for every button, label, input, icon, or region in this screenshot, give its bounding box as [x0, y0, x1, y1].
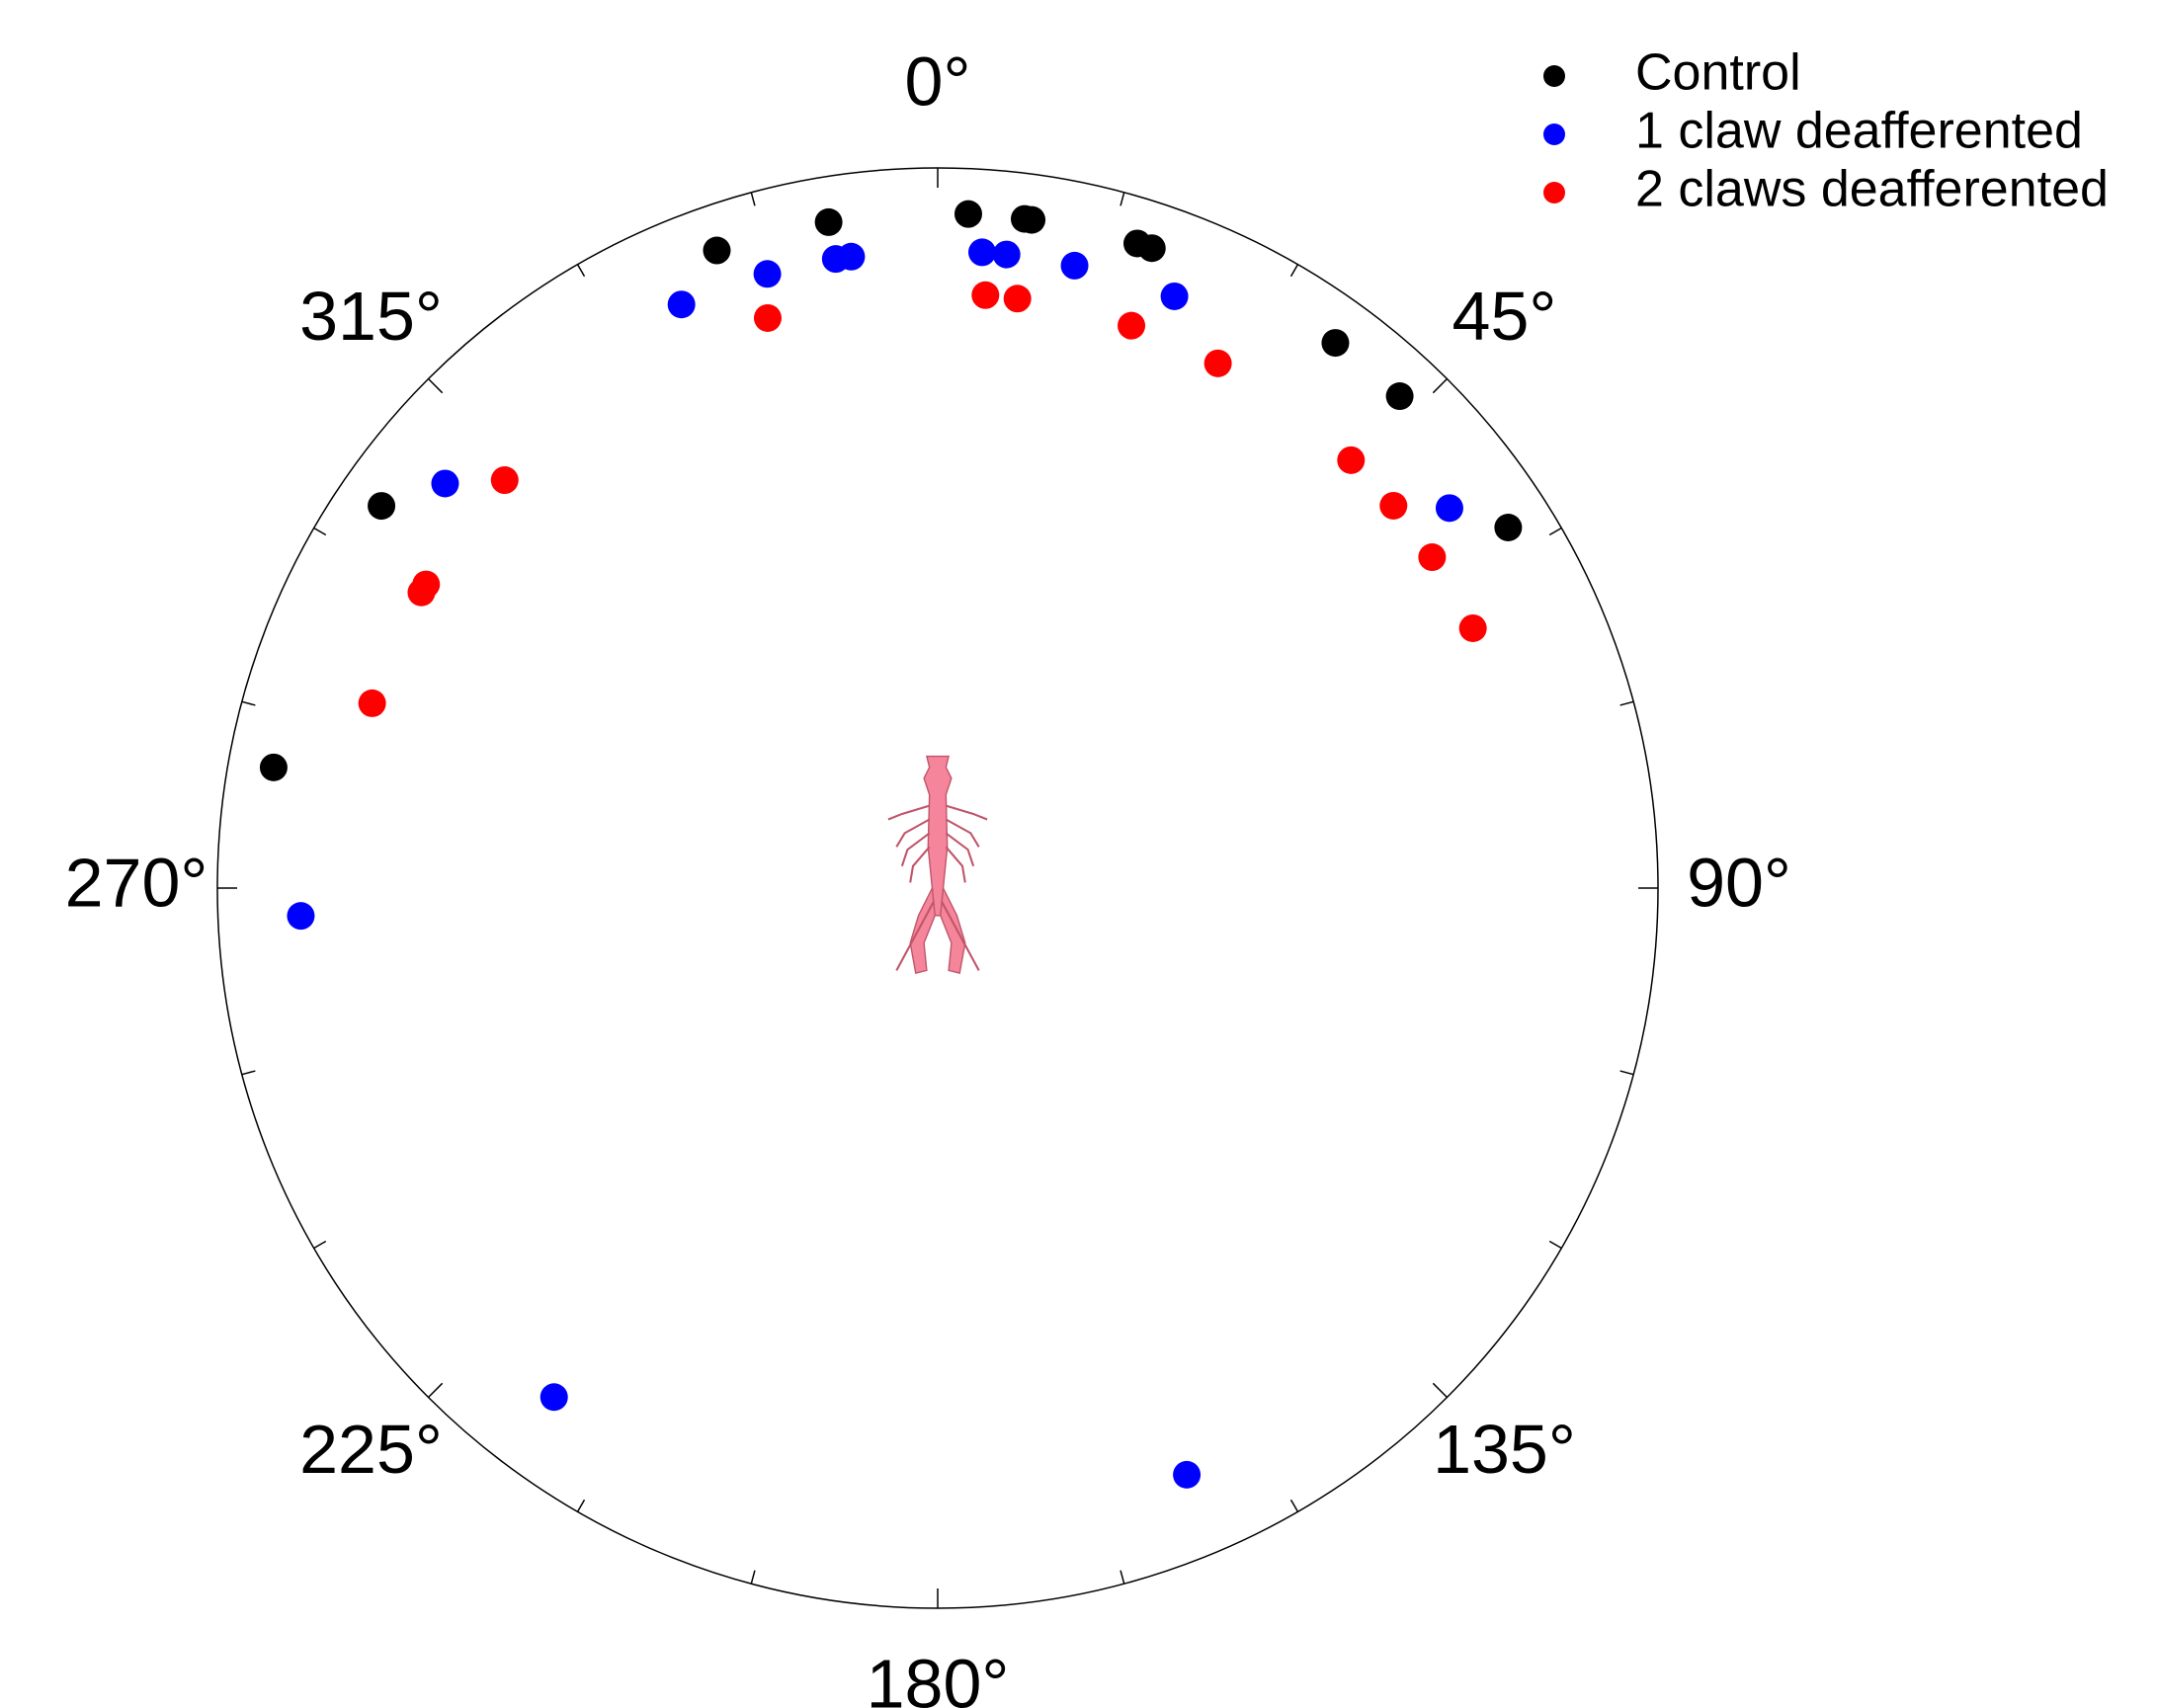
tick-mark — [1291, 1500, 1298, 1511]
tick-label: 315° — [299, 278, 443, 355]
data-point — [1204, 350, 1232, 377]
data-point — [1386, 382, 1414, 410]
data-point — [993, 241, 1021, 269]
data-point — [754, 260, 782, 287]
data-point — [1321, 329, 1349, 357]
data-point — [260, 754, 288, 781]
legend-marker — [1543, 123, 1565, 145]
data-point — [1337, 447, 1365, 474]
data-point — [1138, 234, 1166, 262]
data-point — [368, 492, 395, 520]
data-point — [1459, 614, 1487, 642]
legend-label: 2 claws deafferented — [1635, 161, 2109, 218]
tick-label: 270° — [65, 844, 208, 921]
tick-mark — [242, 701, 256, 705]
legend-marker — [1543, 65, 1565, 87]
data-point — [1436, 494, 1463, 522]
data-point — [1379, 492, 1407, 520]
tick-label: 90° — [1687, 844, 1791, 921]
data-point — [703, 237, 730, 265]
data-point — [754, 304, 782, 332]
tick-mark — [1291, 265, 1298, 277]
legend-label: 1 claw deafferented — [1635, 103, 2083, 160]
data-point — [1018, 206, 1045, 234]
data-point — [837, 243, 865, 271]
data-point — [540, 1383, 568, 1411]
tick-mark — [314, 529, 326, 535]
tick-label: 45° — [1452, 278, 1557, 355]
tick-mark — [429, 379, 443, 393]
tick-mark — [242, 1071, 256, 1075]
chart: 0° 45° 90° 135° 180° 225° 270° 315° Control1 cla… — [0, 0, 2157, 1708]
data-point — [491, 466, 519, 494]
data-point — [1161, 283, 1189, 310]
data-point — [815, 208, 843, 236]
data-point — [1494, 514, 1522, 541]
legend-label: Control — [1635, 44, 1801, 102]
legend-marker — [1543, 182, 1565, 203]
data-point — [359, 690, 386, 717]
tick-mark — [314, 1242, 326, 1249]
data-point — [1173, 1461, 1201, 1489]
tick-mark — [1549, 529, 1561, 535]
tick-label: 0° — [905, 42, 971, 120]
tick-mark — [751, 1571, 755, 1585]
crayfish-icon — [888, 757, 987, 974]
data-point — [1418, 543, 1446, 571]
tick-label: 135° — [1433, 1411, 1576, 1488]
tick-mark — [1620, 1071, 1634, 1075]
tick-mark — [1120, 193, 1124, 206]
data-point — [668, 290, 696, 318]
data-point — [1118, 312, 1145, 340]
data-point — [954, 201, 982, 228]
tick-label: 180° — [867, 1645, 1010, 1708]
tick-mark — [1120, 1571, 1124, 1585]
tick-mark — [1620, 701, 1634, 705]
tick-mark — [578, 1500, 585, 1511]
tick-mark — [1433, 379, 1447, 393]
tick-label: 225° — [299, 1411, 443, 1488]
data-point — [971, 282, 999, 309]
tick-mark — [578, 265, 585, 277]
tick-mark — [1549, 1242, 1561, 1249]
data-point — [287, 902, 314, 930]
data-point — [407, 579, 435, 607]
data-point — [1061, 252, 1089, 280]
data-point — [968, 238, 996, 266]
tick-mark — [1433, 1383, 1447, 1397]
tick-mark — [429, 1383, 443, 1397]
tick-mark — [751, 193, 755, 206]
data-point — [431, 469, 458, 497]
data-point — [1004, 285, 1032, 312]
